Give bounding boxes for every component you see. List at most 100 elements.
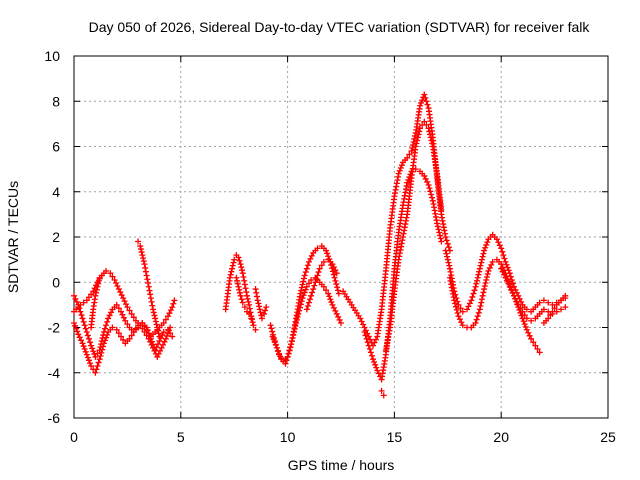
point-marker xyxy=(304,303,311,310)
point-marker xyxy=(423,98,430,105)
point-marker xyxy=(466,300,473,307)
point-marker xyxy=(253,293,260,300)
point-marker xyxy=(246,301,253,308)
series-track-k xyxy=(303,256,340,313)
point-marker xyxy=(94,362,101,369)
point-marker xyxy=(481,283,488,290)
point-marker xyxy=(113,280,120,287)
point-marker xyxy=(484,270,491,277)
point-marker xyxy=(103,322,110,329)
point-marker xyxy=(323,247,330,254)
point-marker xyxy=(256,303,263,310)
point-marker xyxy=(451,297,458,304)
point-marker xyxy=(274,347,281,354)
point-marker xyxy=(238,264,245,271)
point-marker xyxy=(311,282,318,289)
point-marker xyxy=(103,334,110,341)
point-marker xyxy=(412,143,419,150)
x-tick-label: 20 xyxy=(493,429,509,445)
point-marker xyxy=(505,280,512,287)
point-marker xyxy=(303,265,310,272)
point-marker xyxy=(95,280,102,287)
point-marker xyxy=(121,298,128,305)
point-marker xyxy=(314,272,321,279)
point-marker xyxy=(299,281,306,288)
point-marker xyxy=(145,335,152,342)
point-marker xyxy=(255,300,262,307)
point-marker xyxy=(303,283,310,290)
y-tick-label: 8 xyxy=(52,93,60,109)
point-marker xyxy=(489,258,496,265)
point-marker xyxy=(501,271,508,278)
point-marker xyxy=(327,296,334,303)
point-marker xyxy=(80,343,87,350)
point-marker xyxy=(272,342,279,349)
y-tick-label: 6 xyxy=(52,139,60,155)
point-marker xyxy=(292,322,299,329)
point-marker xyxy=(271,339,278,346)
point-marker xyxy=(429,140,436,147)
point-marker xyxy=(331,274,338,281)
point-marker xyxy=(307,255,314,262)
point-marker xyxy=(475,271,482,278)
point-marker xyxy=(248,315,255,322)
point-marker xyxy=(370,356,377,363)
point-marker xyxy=(84,354,91,361)
point-marker xyxy=(74,328,81,335)
point-marker xyxy=(307,296,314,303)
point-marker xyxy=(111,276,118,283)
point-marker xyxy=(422,175,429,182)
point-marker xyxy=(422,94,429,101)
point-marker xyxy=(478,256,485,263)
point-marker xyxy=(114,283,121,290)
point-marker xyxy=(120,336,127,343)
point-marker xyxy=(427,131,433,138)
point-marker xyxy=(92,353,99,360)
point-marker xyxy=(257,309,264,316)
point-marker xyxy=(475,309,482,316)
point-marker xyxy=(493,236,500,243)
point-marker xyxy=(364,339,371,346)
point-marker xyxy=(81,322,88,329)
point-marker xyxy=(93,286,100,293)
point-marker xyxy=(545,299,552,306)
point-marker xyxy=(151,312,158,319)
point-marker xyxy=(285,350,292,357)
point-marker xyxy=(395,170,402,177)
grid xyxy=(74,56,608,418)
point-marker xyxy=(336,316,343,323)
point-marker xyxy=(302,286,309,293)
point-marker xyxy=(513,298,520,305)
series-track-d xyxy=(88,272,105,331)
point-marker xyxy=(132,325,139,332)
point-marker xyxy=(256,306,263,313)
point-marker xyxy=(335,313,342,320)
point-marker xyxy=(160,319,167,326)
point-marker xyxy=(267,322,274,329)
axes: 0 5 10 15 20 25 -6 -4 -2 0 2 4 6 8 10 xyxy=(44,48,616,445)
point-marker xyxy=(226,274,233,281)
point-marker xyxy=(478,259,485,266)
point-marker xyxy=(308,292,315,299)
point-marker xyxy=(71,319,77,326)
point-marker xyxy=(318,262,325,269)
point-marker xyxy=(241,277,248,284)
point-marker xyxy=(404,154,411,161)
point-marker xyxy=(479,253,486,260)
point-marker xyxy=(404,179,411,186)
point-marker xyxy=(72,322,79,329)
point-marker xyxy=(312,279,319,286)
point-marker xyxy=(243,289,250,296)
point-marker xyxy=(156,333,163,340)
point-marker xyxy=(329,261,336,268)
point-marker xyxy=(425,181,432,188)
point-marker xyxy=(135,238,142,245)
point-marker xyxy=(227,271,234,278)
point-marker xyxy=(438,206,445,213)
point-marker xyxy=(230,259,237,266)
point-marker xyxy=(166,310,173,317)
point-marker xyxy=(545,315,552,322)
point-marker xyxy=(297,290,304,297)
point-marker xyxy=(137,322,144,329)
point-marker xyxy=(372,336,379,343)
